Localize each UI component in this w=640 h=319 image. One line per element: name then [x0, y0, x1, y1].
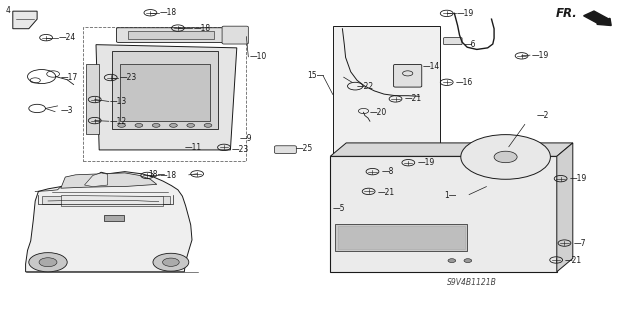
Text: —13: —13: [110, 97, 127, 106]
Bar: [128, 31, 214, 39]
FancyBboxPatch shape: [444, 38, 462, 45]
Bar: [86, 64, 99, 134]
Text: —18: —18: [160, 8, 177, 17]
FancyBboxPatch shape: [116, 28, 226, 42]
Text: —10: —10: [250, 52, 267, 61]
Bar: [112, 51, 218, 129]
Text: —23: —23: [120, 73, 137, 82]
Bar: [104, 215, 124, 221]
Circle shape: [494, 151, 517, 163]
Text: —9: —9: [240, 134, 253, 143]
Text: —19: —19: [457, 9, 474, 18]
Polygon shape: [61, 195, 163, 206]
Circle shape: [163, 258, 179, 266]
Text: —5: —5: [333, 204, 346, 213]
Circle shape: [135, 123, 143, 127]
Circle shape: [464, 259, 472, 263]
Circle shape: [448, 259, 456, 263]
Text: —21: —21: [378, 188, 395, 197]
Circle shape: [461, 135, 550, 179]
Polygon shape: [84, 173, 108, 187]
Polygon shape: [330, 143, 573, 156]
Bar: [120, 64, 210, 121]
Polygon shape: [26, 172, 192, 272]
Text: —19: —19: [417, 158, 435, 167]
Circle shape: [153, 253, 189, 271]
Circle shape: [170, 123, 177, 127]
Text: —16: —16: [456, 78, 473, 87]
Text: S9V4B1121B: S9V4B1121B: [447, 278, 497, 287]
Text: —14: —14: [422, 62, 440, 71]
Text: 18—: 18—: [148, 170, 165, 179]
Text: —25: —25: [296, 145, 313, 153]
Text: —11: —11: [184, 143, 202, 152]
Circle shape: [187, 123, 195, 127]
Text: 4: 4: [5, 6, 10, 15]
Polygon shape: [13, 11, 37, 29]
Text: —7: —7: [573, 239, 586, 248]
Text: —3: —3: [61, 106, 74, 115]
Text: —20: —20: [370, 108, 387, 117]
Text: —17: —17: [61, 73, 78, 82]
Circle shape: [118, 123, 125, 127]
Text: —18: —18: [193, 24, 211, 33]
Bar: [333, 26, 440, 163]
Text: —2: —2: [536, 111, 548, 120]
Polygon shape: [61, 173, 157, 188]
Circle shape: [29, 253, 67, 272]
Text: —6: —6: [463, 40, 476, 48]
Circle shape: [204, 123, 212, 127]
Text: —19: —19: [531, 51, 548, 60]
Circle shape: [152, 123, 160, 127]
FancyArrow shape: [584, 11, 611, 26]
Text: —23: —23: [232, 145, 249, 154]
Text: —21: —21: [565, 256, 582, 265]
Text: FR.: FR.: [556, 7, 577, 20]
Polygon shape: [557, 143, 573, 272]
Bar: [338, 226, 465, 249]
Text: 15—: 15—: [307, 71, 324, 80]
FancyBboxPatch shape: [275, 146, 296, 153]
Text: —18: —18: [160, 171, 177, 180]
Text: —8: —8: [381, 167, 394, 176]
Text: —21: —21: [404, 94, 422, 103]
Bar: [42, 196, 170, 204]
Text: —19: —19: [570, 174, 587, 183]
Text: 1—: 1—: [445, 191, 457, 200]
Bar: [83, 27, 246, 161]
Bar: [330, 156, 557, 272]
Polygon shape: [96, 45, 237, 150]
Text: —12: —12: [110, 117, 127, 126]
FancyBboxPatch shape: [394, 64, 422, 87]
FancyBboxPatch shape: [222, 26, 248, 44]
Text: —24: —24: [59, 33, 76, 42]
Bar: [335, 224, 467, 251]
Text: —22: —22: [357, 82, 374, 91]
Circle shape: [39, 258, 57, 267]
